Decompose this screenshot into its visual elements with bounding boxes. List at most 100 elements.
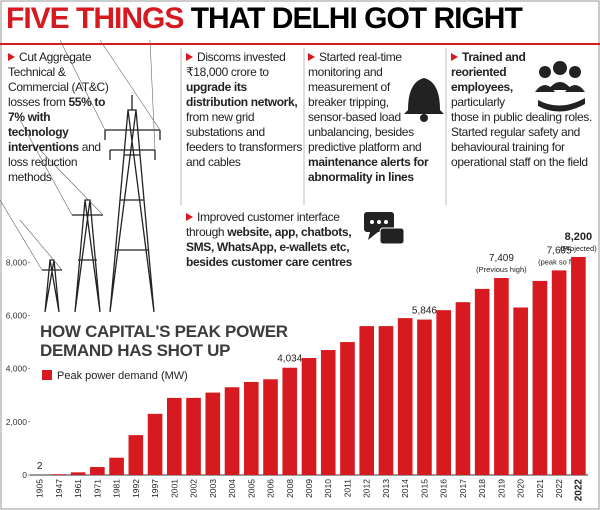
bar bbox=[397, 318, 413, 475]
x-tick-label: 2003 bbox=[208, 479, 218, 498]
bar bbox=[243, 381, 259, 475]
x-tick-label: 2015 bbox=[419, 479, 429, 498]
bar bbox=[474, 288, 490, 475]
bar bbox=[494, 278, 509, 475]
point: Trained and reoriented employees, partic… bbox=[451, 50, 595, 170]
header-rest: THAT DELHI GOT RIGHT bbox=[190, 2, 523, 35]
x-tick-label: 2019 bbox=[496, 479, 506, 498]
y-tick-label: 8,000 bbox=[6, 257, 28, 267]
x-tick-label: 2018 bbox=[477, 479, 487, 498]
bullet bbox=[186, 53, 193, 61]
value-note: (Previous high) bbox=[476, 265, 527, 274]
header: FIVE THINGS THAT DELHI GOT RIGHT bbox=[6, 2, 523, 36]
bar bbox=[301, 358, 317, 475]
icon-space bbox=[362, 210, 408, 250]
bullet bbox=[451, 53, 458, 61]
value-label: 4,034 bbox=[277, 354, 302, 365]
x-tick-label: 1992 bbox=[131, 479, 141, 498]
bar bbox=[378, 326, 394, 475]
bar bbox=[320, 350, 336, 475]
y-tick-label: 4,000 bbox=[6, 364, 28, 374]
x-tick-label: 2021 bbox=[535, 479, 545, 498]
x-tick-label: 2012 bbox=[362, 479, 372, 498]
x-tick-label: 2002 bbox=[189, 479, 199, 498]
bar bbox=[90, 467, 105, 475]
bar bbox=[147, 413, 163, 475]
bar bbox=[70, 472, 86, 475]
legend-swatch bbox=[42, 370, 52, 380]
x-tick-label: 1961 bbox=[73, 479, 83, 498]
bell-icon bbox=[404, 78, 444, 122]
x-tick-label: 2022 bbox=[554, 479, 564, 498]
x-tick-label: 1997 bbox=[150, 479, 160, 498]
chat-icon bbox=[364, 212, 405, 245]
icon-space bbox=[404, 50, 444, 108]
point-text: Discoms invested ₹18,000 crore to bbox=[186, 50, 286, 79]
bar bbox=[166, 397, 182, 475]
bar bbox=[205, 392, 221, 475]
point: Discoms invested ₹18,000 crore to upgrad… bbox=[186, 50, 302, 170]
value-label: 7,409 bbox=[489, 253, 514, 264]
bar bbox=[51, 474, 67, 475]
bar bbox=[532, 280, 548, 475]
value-note: (peak so far) bbox=[538, 257, 581, 266]
x-tick-label: 2011 bbox=[342, 479, 352, 498]
point-text: Improved customer interface through bbox=[186, 210, 340, 239]
bar bbox=[282, 367, 298, 475]
x-tick-label: 1905 bbox=[35, 479, 45, 498]
x-tick-label: 2020 bbox=[516, 479, 526, 498]
value-label: 8,200 bbox=[565, 231, 593, 243]
people-icon bbox=[535, 61, 585, 112]
bar bbox=[340, 342, 355, 475]
x-tick-label: 2016 bbox=[439, 479, 449, 498]
point-text: Cut Aggregate Technical & Commercial (AT… bbox=[8, 50, 109, 109]
x-tick-label: 2006 bbox=[266, 479, 276, 498]
y-tick-label: 2,000 bbox=[6, 417, 28, 427]
bar bbox=[359, 326, 375, 475]
point: Started real-time monitoring and measure… bbox=[308, 50, 444, 185]
x-tick-label: 2022 bbox=[573, 479, 584, 502]
x-tick-label: 2004 bbox=[227, 479, 237, 498]
legend-label: Peak power demand (MW) bbox=[57, 370, 188, 382]
x-tick-label: 2001 bbox=[169, 479, 179, 498]
value-label: 2 bbox=[37, 461, 43, 472]
bar bbox=[455, 302, 471, 475]
bar bbox=[417, 319, 432, 475]
value-label: 7,695 bbox=[547, 245, 572, 256]
x-tick-label: 2005 bbox=[246, 479, 256, 498]
y-tick-label: 0 bbox=[22, 470, 27, 480]
x-tick-label: 2010 bbox=[323, 479, 333, 498]
point-text-bold: 55% to 7% with technology interventions bbox=[8, 95, 106, 154]
value-label: 5,846 bbox=[412, 306, 437, 317]
bullet bbox=[308, 53, 315, 61]
icon-space bbox=[535, 50, 595, 110]
x-tick-label: 2008 bbox=[285, 479, 295, 498]
x-tick-label: 2017 bbox=[458, 479, 468, 498]
bar bbox=[128, 435, 144, 475]
x-tick-label: 2009 bbox=[304, 479, 314, 498]
x-tick-label: 1947 bbox=[54, 479, 64, 498]
y-tick-label: 6,000 bbox=[6, 310, 28, 320]
point-text-bold: upgrade its distribution network, bbox=[186, 80, 298, 109]
pylons bbox=[0, 39, 161, 313]
point: Improved customer interface through webs… bbox=[186, 210, 408, 270]
bar bbox=[224, 387, 240, 475]
x-tick-label: 2013 bbox=[381, 479, 391, 498]
bar bbox=[571, 256, 586, 475]
bar bbox=[551, 270, 567, 475]
bullet bbox=[8, 53, 15, 61]
point-text: and loss reduction methods bbox=[8, 140, 101, 184]
point: Cut Aggregate Technical & Commercial (AT… bbox=[8, 50, 112, 185]
point-text-bold: Trained and reoriented employees, bbox=[451, 50, 526, 94]
chart-title: HOW CAPITAL'S PEAK POWER DEMAND HAS SHOT… bbox=[40, 322, 288, 360]
point-text-bold: website, app, chatbots, SMS, WhatsApp, e… bbox=[186, 225, 352, 269]
point-text-bold: maintenance alerts for abnormality in li… bbox=[308, 155, 429, 184]
bar bbox=[436, 310, 452, 475]
bar bbox=[513, 307, 528, 475]
bar bbox=[263, 379, 278, 475]
point-text: Started real-time monitoring and measure… bbox=[308, 50, 422, 154]
x-tick-label: 1981 bbox=[112, 479, 122, 498]
